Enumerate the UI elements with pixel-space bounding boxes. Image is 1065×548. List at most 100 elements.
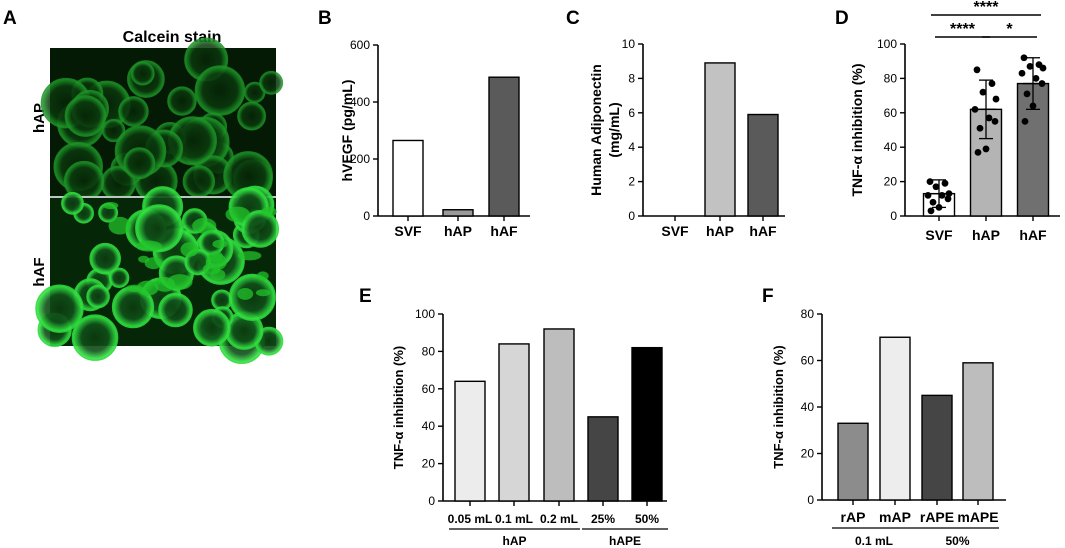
data-point-d bbox=[988, 80, 996, 87]
y-tick-label-f: 40 bbox=[801, 400, 815, 414]
y-tick-label-b: 400 bbox=[350, 95, 370, 109]
y-tick-label-c: 0 bbox=[628, 209, 635, 223]
group-label-f: 0.1 mL bbox=[855, 534, 893, 548]
y-axis-label-d: TNF-α inhibition (%) bbox=[849, 63, 865, 196]
bar-f-3 bbox=[962, 362, 994, 501]
bar-b-1 bbox=[442, 209, 474, 217]
data-point-d bbox=[973, 66, 981, 74]
bar-f-2 bbox=[921, 394, 953, 501]
data-point-d bbox=[938, 191, 946, 199]
cell bbox=[118, 96, 149, 127]
chart-f: 0 20 40 60 80 TNF-α inhibition (%) rAP mAP rAPE m… bbox=[771, 307, 1006, 548]
x-tick-label-b: hAF bbox=[490, 223, 518, 239]
group-label-e: hAPE bbox=[609, 534, 641, 548]
data-point-d bbox=[1020, 54, 1028, 62]
y-tick-label-b: 0 bbox=[363, 209, 370, 223]
data-point-d bbox=[976, 124, 984, 132]
cell bbox=[180, 242, 199, 257]
cell bbox=[154, 277, 176, 292]
data-point-d bbox=[935, 204, 943, 211]
micrograph-panel: Calcein stain hAP hAF bbox=[31, 29, 284, 365]
cell bbox=[144, 257, 163, 270]
data-point-d bbox=[971, 105, 979, 113]
cell bbox=[136, 280, 159, 296]
panel-label-c: C bbox=[566, 8, 580, 29]
y-axis-label-e: TNF-α inhibition (%) bbox=[391, 346, 406, 470]
cell bbox=[182, 165, 216, 198]
y-tick-label-d: 0 bbox=[890, 209, 897, 223]
y-tick-label-f: 20 bbox=[801, 447, 815, 461]
cell bbox=[101, 118, 126, 143]
panel-label-d: D bbox=[835, 8, 849, 29]
cell bbox=[237, 288, 254, 300]
y-tick-label-d: 20 bbox=[884, 175, 898, 189]
data-point-d bbox=[1018, 69, 1026, 77]
y-tick-label-e: 80 bbox=[422, 344, 436, 358]
x-tick-label-c: SVF bbox=[661, 223, 689, 239]
y-tick-label-d: 100 bbox=[877, 37, 897, 51]
panel-label-e: E bbox=[359, 286, 372, 307]
cell bbox=[167, 86, 197, 116]
data-point-d bbox=[927, 207, 935, 215]
x-tick-label-e: 25% bbox=[591, 512, 615, 526]
x-tick-label-f: mAP bbox=[879, 509, 911, 525]
cell bbox=[135, 204, 184, 253]
x-tick-label-f: mAPE bbox=[957, 509, 998, 525]
y-tick-label-e: 60 bbox=[422, 382, 436, 396]
chart-d: 0 20 40 60 80 100 TNF-α inhibition (%) SVF hAP hA… bbox=[849, 0, 1060, 243]
panel-label-f: F bbox=[762, 286, 774, 307]
x-tick-label-f: rAP bbox=[841, 509, 866, 525]
x-tick-label-e: 0.05 mL bbox=[448, 512, 493, 526]
bar-e-1 bbox=[498, 343, 530, 502]
y-tick-label-d: 60 bbox=[884, 106, 898, 120]
micrograph-image-hap bbox=[40, 37, 284, 203]
x-tick-label-c: hAF bbox=[749, 223, 777, 239]
cell bbox=[225, 206, 250, 223]
cell bbox=[89, 242, 121, 275]
y-tick-label-d: 40 bbox=[884, 140, 898, 154]
data-point-d bbox=[1029, 102, 1037, 110]
x-tick-label-b: hAP bbox=[444, 223, 472, 239]
bar-e-0 bbox=[454, 380, 486, 502]
y-tick-label-e: 100 bbox=[415, 307, 435, 321]
data-point-d bbox=[924, 191, 932, 199]
data-point-d bbox=[941, 179, 949, 187]
cell bbox=[135, 240, 162, 252]
cell bbox=[102, 202, 119, 210]
micrograph-image-haf bbox=[35, 185, 284, 365]
x-tick-label-e: 0.1 mL bbox=[495, 512, 533, 526]
data-point-d bbox=[932, 183, 940, 191]
cell bbox=[237, 101, 267, 131]
cell bbox=[64, 95, 107, 137]
significance-label-d: **** bbox=[950, 21, 976, 38]
chart-c: 0 2 4 6 8 10 Human Adiponectin (mg/mL) SVF hAP hAF bbox=[588, 37, 785, 239]
x-tick-label-e: 50% bbox=[635, 512, 659, 526]
data-point-d bbox=[1026, 62, 1034, 70]
cell bbox=[256, 271, 269, 281]
panel-label-b: B bbox=[318, 8, 332, 29]
data-point-d bbox=[1032, 75, 1040, 82]
bar-e-4 bbox=[631, 346, 663, 502]
y-tick-label-c: 2 bbox=[628, 175, 635, 189]
data-point-d bbox=[1039, 64, 1047, 72]
cell bbox=[241, 210, 280, 248]
y-axis-label-c: Human Adiponectin bbox=[588, 64, 604, 196]
data-point-d bbox=[979, 88, 987, 96]
y-axis-label-b: hVEGF (pg/mL) bbox=[339, 80, 355, 182]
bar-c-1 bbox=[704, 62, 736, 217]
y-axis-label-f: TNF-α inhibition (%) bbox=[771, 345, 786, 469]
y-tick-label-d: 80 bbox=[884, 71, 898, 85]
cell bbox=[212, 239, 228, 249]
y-tick-label-f: 60 bbox=[801, 354, 815, 368]
bar-f-1 bbox=[879, 336, 911, 501]
bar-b-2 bbox=[488, 76, 520, 217]
y-axis-label-c: (mg/mL) bbox=[606, 102, 622, 157]
cell bbox=[108, 267, 130, 289]
y-tick-label-c: 6 bbox=[628, 106, 635, 120]
data-point-d bbox=[985, 114, 993, 122]
group-label-f: 50% bbox=[945, 534, 969, 548]
significance-label-d: * bbox=[1006, 21, 1013, 38]
cell bbox=[193, 308, 231, 347]
data-point-d bbox=[1023, 90, 1031, 98]
